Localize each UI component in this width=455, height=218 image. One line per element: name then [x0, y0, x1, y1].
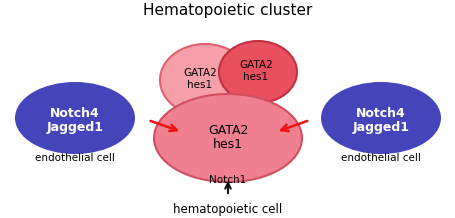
Ellipse shape — [15, 82, 135, 154]
Text: hematopoietic cell: hematopoietic cell — [173, 203, 282, 216]
Text: endothelial cell: endothelial cell — [35, 153, 115, 163]
Text: Hematopoietic cluster: Hematopoietic cluster — [143, 2, 312, 17]
Ellipse shape — [154, 94, 301, 182]
Text: GATA2: GATA2 — [183, 68, 217, 78]
Text: hes1: hes1 — [187, 80, 212, 90]
Text: Notch1: Notch1 — [209, 175, 246, 185]
Text: GATA2: GATA2 — [207, 124, 248, 136]
Text: hes1: hes1 — [212, 138, 243, 150]
Ellipse shape — [218, 41, 296, 103]
Ellipse shape — [160, 44, 249, 116]
Text: Jagged1: Jagged1 — [352, 121, 409, 133]
Text: Jagged1: Jagged1 — [46, 121, 103, 133]
Text: endothelial cell: endothelial cell — [340, 153, 420, 163]
Text: GATA2: GATA2 — [238, 60, 272, 70]
Text: hes1: hes1 — [243, 72, 268, 82]
Ellipse shape — [320, 82, 440, 154]
Text: Notch4: Notch4 — [50, 107, 100, 119]
Text: Notch4: Notch4 — [355, 107, 405, 119]
